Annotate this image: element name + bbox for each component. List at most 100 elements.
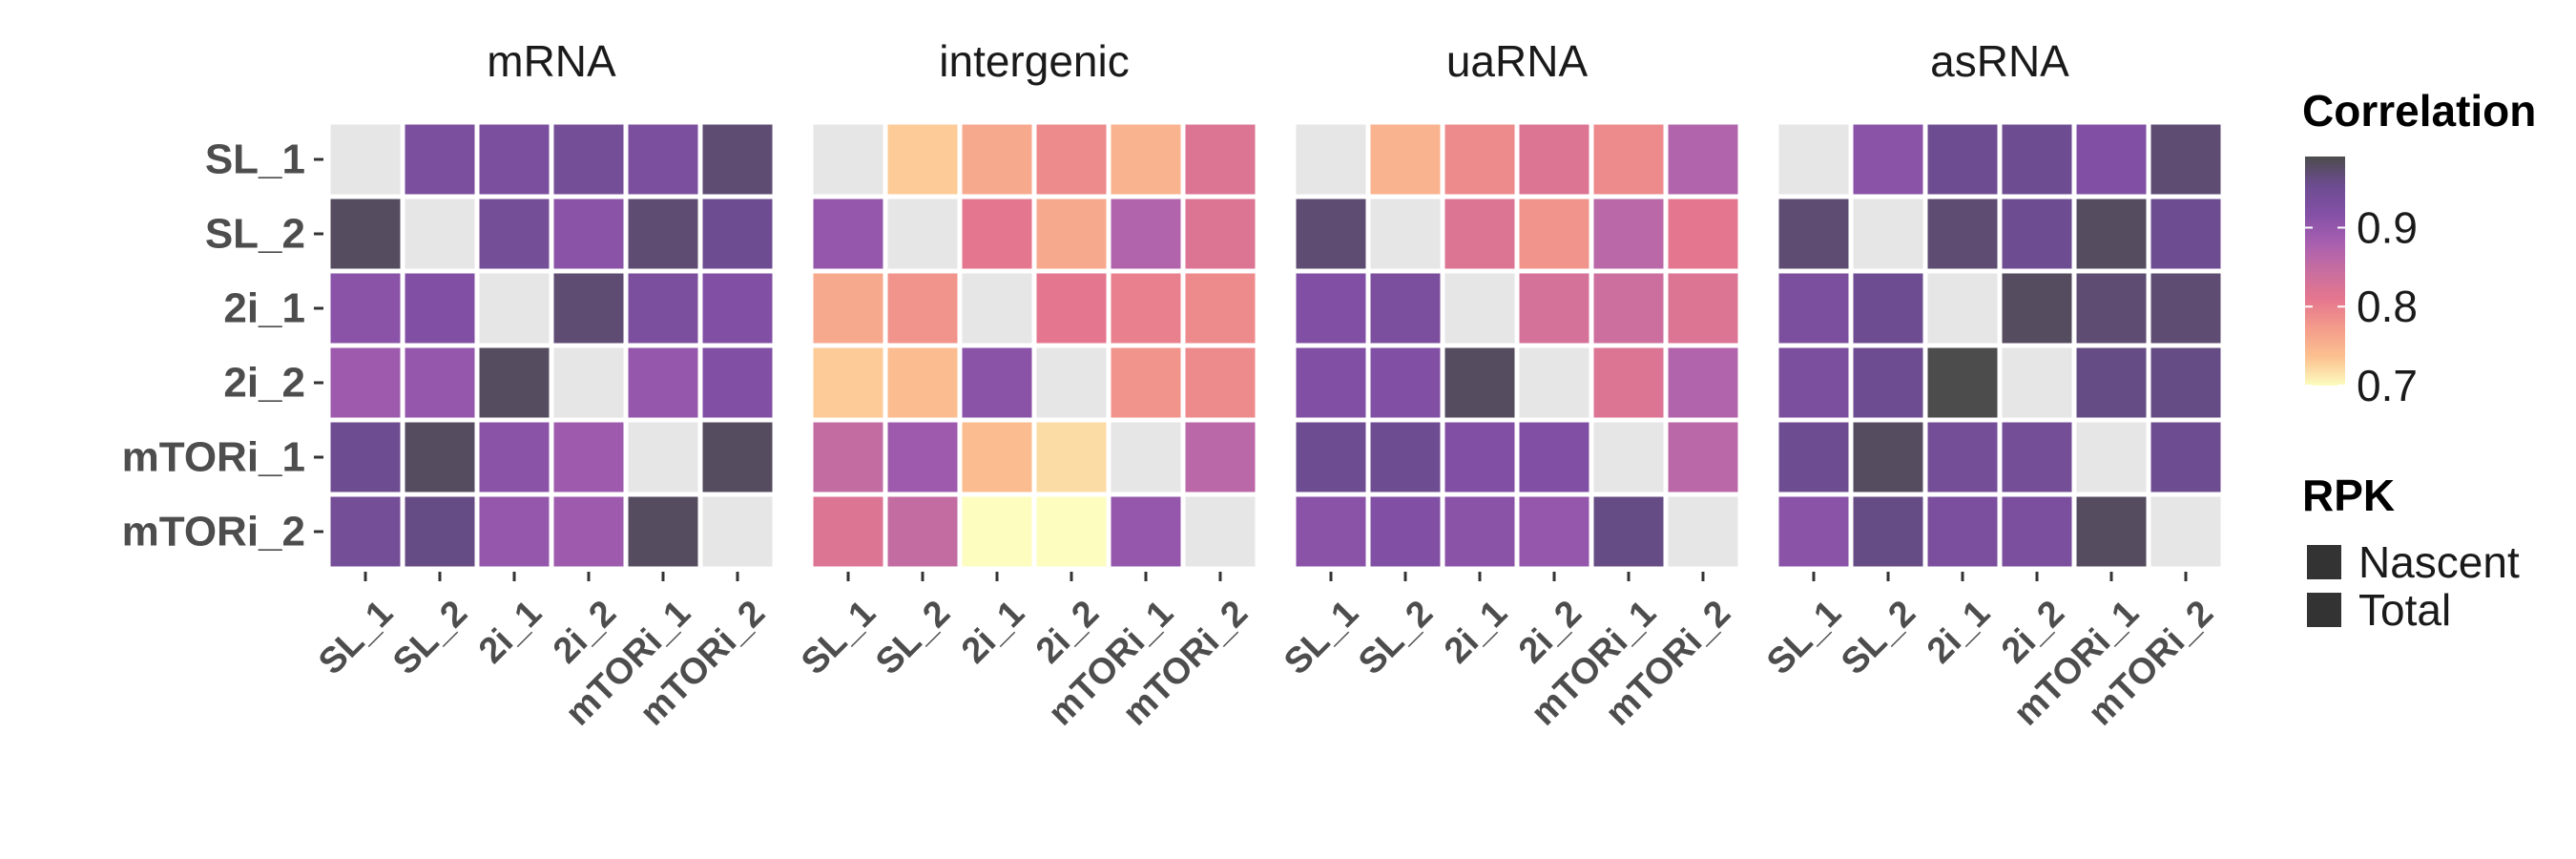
heatmap-cell: [887, 124, 958, 195]
heatmap-cell: [1185, 422, 1256, 492]
heatmap-cell: [553, 124, 624, 195]
heatmap-cell: [330, 496, 401, 567]
heatmap-cell: [1519, 347, 1589, 418]
y-tick-label: SL_2: [205, 211, 305, 258]
heatmap-cell: [2076, 496, 2147, 567]
x-tick-label: 2i_1: [954, 593, 1032, 671]
heatmap-cell: [962, 496, 1032, 567]
heatmap-cell: [330, 124, 401, 195]
heatmap-cell: [1778, 422, 1849, 492]
heatmap-cell: [2076, 347, 2147, 418]
heatmap-cell: [1296, 496, 1366, 567]
heatmap-cell: [1853, 199, 1923, 269]
heatmap-cell: [1444, 347, 1515, 418]
heatmap-cell: [1778, 124, 1849, 195]
heatmap-cell: [1593, 124, 1664, 195]
heatmap-cell: [1111, 124, 1181, 195]
x-tick-label: SL_1: [311, 593, 401, 682]
heatmap-cell: [1668, 124, 1738, 195]
heatmap-cell: [1927, 273, 1998, 344]
heatmap-cell: [1519, 199, 1589, 269]
heatmap-cell: [702, 496, 773, 567]
y-tick-label: mTORi_1: [122, 434, 305, 481]
panel-title: mRNA: [487, 36, 616, 86]
colorbar-tick-label: 0.7: [2357, 361, 2418, 410]
heatmap-cell: [1519, 422, 1589, 492]
heatmap-cell: [1778, 347, 1849, 418]
heatmap-cell: [702, 422, 773, 492]
heatmap-cell: [1111, 496, 1181, 567]
heatmap-cell: [553, 273, 624, 344]
heatmap-cell: [2076, 273, 2147, 344]
heatmap-cell: [962, 347, 1032, 418]
heatmap-cell: [1778, 496, 1849, 567]
heatmap-cell: [2002, 124, 2072, 195]
y-tick-label: 2i_1: [223, 285, 305, 332]
heatmap-cell: [1444, 496, 1515, 567]
heatmap-cell: [2002, 199, 2072, 269]
heatmap-cell: [2150, 199, 2221, 269]
panel-title: intergenic: [939, 36, 1129, 86]
heatmap-cell: [813, 273, 883, 344]
x-tick-label: 2i_1: [1920, 593, 1998, 671]
heatmap-cell: [887, 347, 958, 418]
heatmap-cell: [1593, 273, 1664, 344]
heatmap-cell: [1668, 422, 1738, 492]
x-tick-label: SL_1: [1277, 593, 1366, 682]
heatmap-cell: [1185, 496, 1256, 567]
rpk-legend-label: Total: [2358, 585, 2451, 635]
heatmap-cell: [628, 422, 698, 492]
heatmap-cell: [1036, 124, 1107, 195]
heatmap-cell: [1668, 199, 1738, 269]
heatmap-cell: [1853, 496, 1923, 567]
heatmap-cell: [330, 199, 401, 269]
heatmap-cell: [1370, 273, 1441, 344]
heatmap-cell: [2150, 496, 2221, 567]
heatmap-cell: [887, 199, 958, 269]
heatmap-cell: [1853, 422, 1923, 492]
heatmap-cell: [1036, 273, 1107, 344]
x-tick-label: SL_2: [1834, 593, 1923, 682]
heatmap-cell: [479, 422, 550, 492]
heatmap-cell: [479, 273, 550, 344]
heatmap-cell: [1927, 124, 1998, 195]
heatmap-cell: [962, 273, 1032, 344]
heatmap-cell: [813, 496, 883, 567]
heatmap-cell: [479, 496, 550, 567]
heatmap-cell: [405, 347, 475, 418]
heatmap-cell: [1519, 273, 1589, 344]
heatmap-cell: [702, 199, 773, 269]
heatmap-cell: [553, 199, 624, 269]
heatmap-cell: [2150, 124, 2221, 195]
x-tick-label: SL_1: [794, 593, 883, 682]
heatmap-cell: [702, 273, 773, 344]
heatmap-cell: [553, 347, 624, 418]
y-tick-label: mTORi_2: [122, 509, 305, 555]
heatmap-cell: [887, 422, 958, 492]
y-tick-label: 2i_2: [223, 360, 305, 407]
heatmap-cell: [1296, 347, 1366, 418]
heatmap-cell: [2150, 347, 2221, 418]
x-tick-label: 2i_1: [471, 593, 550, 671]
heatmap-cell: [1370, 422, 1441, 492]
heatmap-cell: [1036, 496, 1107, 567]
correlation-legend: Correlation 0.7 0.8 0.9: [2302, 86, 2536, 410]
heatmap-cell: [2002, 496, 2072, 567]
y-axis: SL_1 SL_2 2i_1 2i_2 mTORi_1 mTORi_2: [122, 136, 323, 555]
colorbar-tick-label: 0.8: [2357, 282, 2418, 331]
heatmap-cell: [1593, 496, 1664, 567]
x-tick-label: SL_2: [868, 593, 958, 682]
colorbar-tick-label: 0.9: [2357, 202, 2418, 252]
heatmap-cell: [1370, 199, 1441, 269]
x-tick-label: SL_2: [1351, 593, 1441, 682]
heatmap-cell: [2002, 347, 2072, 418]
heatmap-cell: [405, 273, 475, 344]
heatmap-cell: [813, 124, 883, 195]
heatmap-cell: [1296, 199, 1366, 269]
heatmap-cell: [2002, 273, 2072, 344]
